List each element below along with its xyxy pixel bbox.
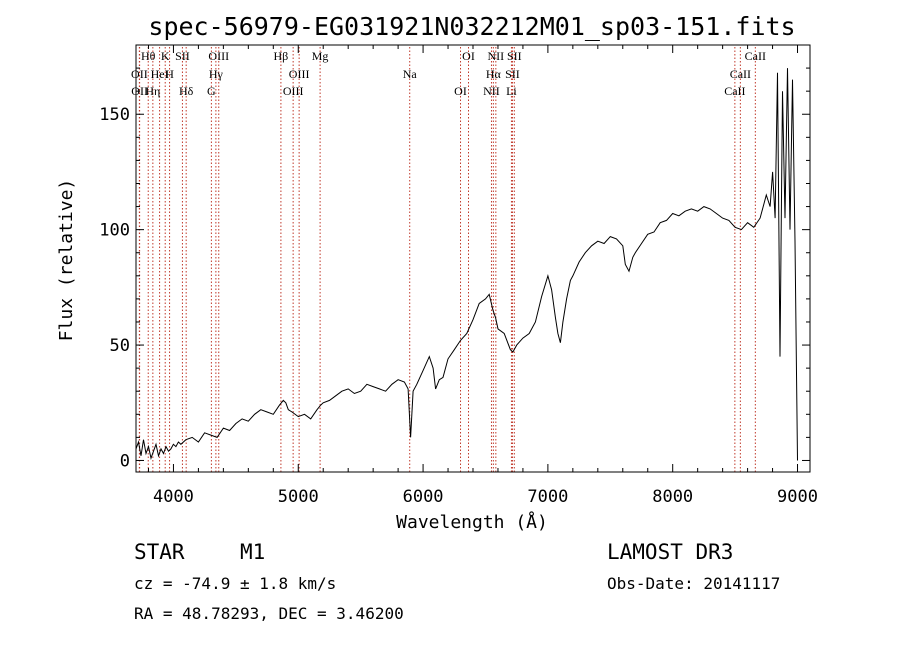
line-label: CaII [730,67,751,81]
survey-name: LAMOST DR3 [607,540,734,564]
line-label: Hγ [209,67,224,81]
plot-frame [135,44,811,473]
line-label: Hβ [274,49,289,63]
line-label: CaII [724,84,745,98]
emission-line-markers [138,47,756,472]
line-label: Li [506,84,517,98]
line-label: OI [462,49,475,63]
line-label: H [165,67,174,81]
line-label: K [161,49,170,63]
line-label: OI [454,84,467,98]
line-label: Hη [145,84,160,98]
line-label: SII [505,67,520,81]
coordinates-text: RA = 48.78293, DEC = 3.46200 [134,604,404,623]
line-label: NII [488,49,505,63]
line-label: CaII [745,49,766,63]
line-label: Hθ [141,49,156,63]
y-tick-label: 150 [99,105,130,125]
line-label: OIII [208,49,229,63]
line-label: NII [483,84,500,98]
x-axis-label: Wavelength (Å) [396,511,548,533]
line-label: OII [131,67,148,81]
object-subclass: M1 [240,540,266,564]
x-tick-label: 6000 [403,487,444,507]
x-tick-label: 5000 [278,487,319,507]
redshift-text: cz = -74.9 ± 1.8 km/s [134,574,337,593]
y-axis-label: Flux (relative) [56,179,77,342]
x-tick-label: 4000 [153,487,194,507]
spectrum-line [135,68,798,461]
x-tick-label: 7000 [527,487,568,507]
line-label: Na [403,67,418,81]
emission-line-labels: HθOIIOIIKHeIHηSIIHHδOIIIHγGHβOIIIOIIIMgN… [131,49,766,98]
line-label: OIII [289,67,310,81]
y-tick-label: 100 [99,221,130,241]
line-label: Mg [312,49,329,63]
obs-date: Obs-Date: 20141117 [607,574,781,593]
line-label: SII [175,49,190,63]
y-tick-label: 0 [120,451,130,471]
x-tick-label: 9000 [777,487,818,507]
line-label: OIII [283,84,304,98]
line-label: HeI [151,67,169,81]
y-tick-label: 50 [110,336,130,356]
line-label: Hα [486,67,502,81]
axis-ticks: 4000 5000 6000 7000 8000 9000 0 50 100 150 [99,45,818,507]
x-tick-label: 8000 [652,487,693,507]
object-class: STAR [134,540,185,564]
chart-title: spec-56979-EG031921N032212M01_sp03-151.f… [148,12,795,41]
line-label: G [207,84,216,98]
line-label: Hδ [179,84,194,98]
line-label: SII [507,49,522,63]
